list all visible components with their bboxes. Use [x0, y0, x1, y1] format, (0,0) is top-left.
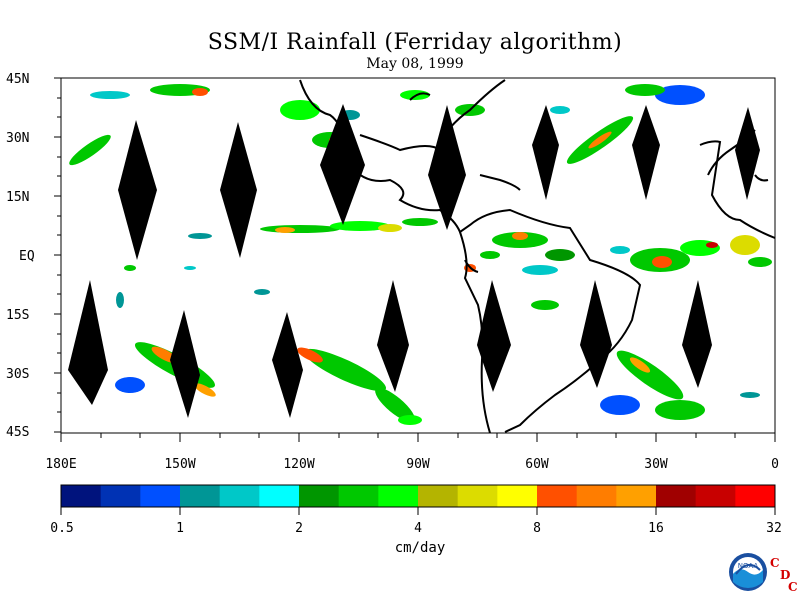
colorbar-swatch [457, 485, 498, 507]
colorbar-swatch [497, 485, 538, 507]
colorbar-tick-label: 2 [295, 521, 303, 536]
lon-label-150w: 150W [164, 457, 196, 472]
colorbar-swatch [338, 485, 379, 507]
colorbar-tick-label: 16 [648, 521, 664, 536]
lat-label-30s: 30S [6, 367, 30, 382]
rain-patches [69, 84, 772, 425]
colorbar-swatch [695, 485, 736, 507]
colorbar-units: cm/day [394, 540, 446, 556]
colorbar-swatch [219, 485, 260, 507]
noaa-logo-icon: NOAA [729, 553, 767, 591]
colorbar [60, 484, 776, 515]
lon-label-60w: 60W [525, 457, 549, 472]
lon-label-120w: 120W [283, 457, 315, 472]
lat-label-30n: 30N [6, 131, 30, 146]
colorbar-tick-label: 32 [766, 521, 782, 536]
colorbar-swatch [100, 485, 141, 507]
colorbar-swatch [418, 485, 459, 507]
colorbar-swatch [576, 485, 617, 507]
colorbar-swatch [735, 485, 776, 507]
colorbar-tick-label: 8 [533, 521, 541, 536]
cdc-letter: C [770, 556, 780, 570]
colorbar-swatch [140, 485, 181, 507]
colorbar-swatch [180, 485, 221, 507]
lat-label-eq: EQ [19, 249, 35, 264]
map-date: May 08, 1999 [366, 56, 464, 72]
map-title: SSM/I Rainfall (Ferriday algorithm) [207, 30, 623, 55]
colorbar-swatch [299, 485, 340, 507]
colorbar-swatch [537, 485, 578, 507]
colorbar-tick-label: 4 [414, 521, 422, 536]
lat-label-45n: 45N [6, 72, 30, 87]
lon-label-90w: 90W [406, 457, 430, 472]
lat-label-15n: 15N [6, 190, 30, 205]
colorbar-swatch [378, 485, 419, 507]
lat-label-45s: 45S [6, 425, 30, 440]
colorbar-swatch [259, 485, 300, 507]
lat-ticks [54, 77, 61, 433]
lon-label-30w: 30W [644, 457, 668, 472]
colorbar-swatch [616, 485, 657, 507]
cdc-letter: C [788, 580, 798, 594]
colorbar-swatch [61, 485, 102, 507]
lon-label-180e: 180E [45, 457, 77, 472]
cdc-letter: D [780, 568, 791, 582]
noaa-logo-text: NOAA [738, 562, 759, 570]
colorbar-swatch [656, 485, 697, 507]
data-gap-swaths [68, 104, 760, 418]
lon-label-0: 0 [771, 457, 779, 472]
lon-ticks [60, 433, 776, 442]
colorbar-tick-label: 0.5 [50, 521, 74, 536]
lat-label-15s: 15S [6, 308, 30, 323]
colorbar-tick-label: 1 [176, 521, 184, 536]
